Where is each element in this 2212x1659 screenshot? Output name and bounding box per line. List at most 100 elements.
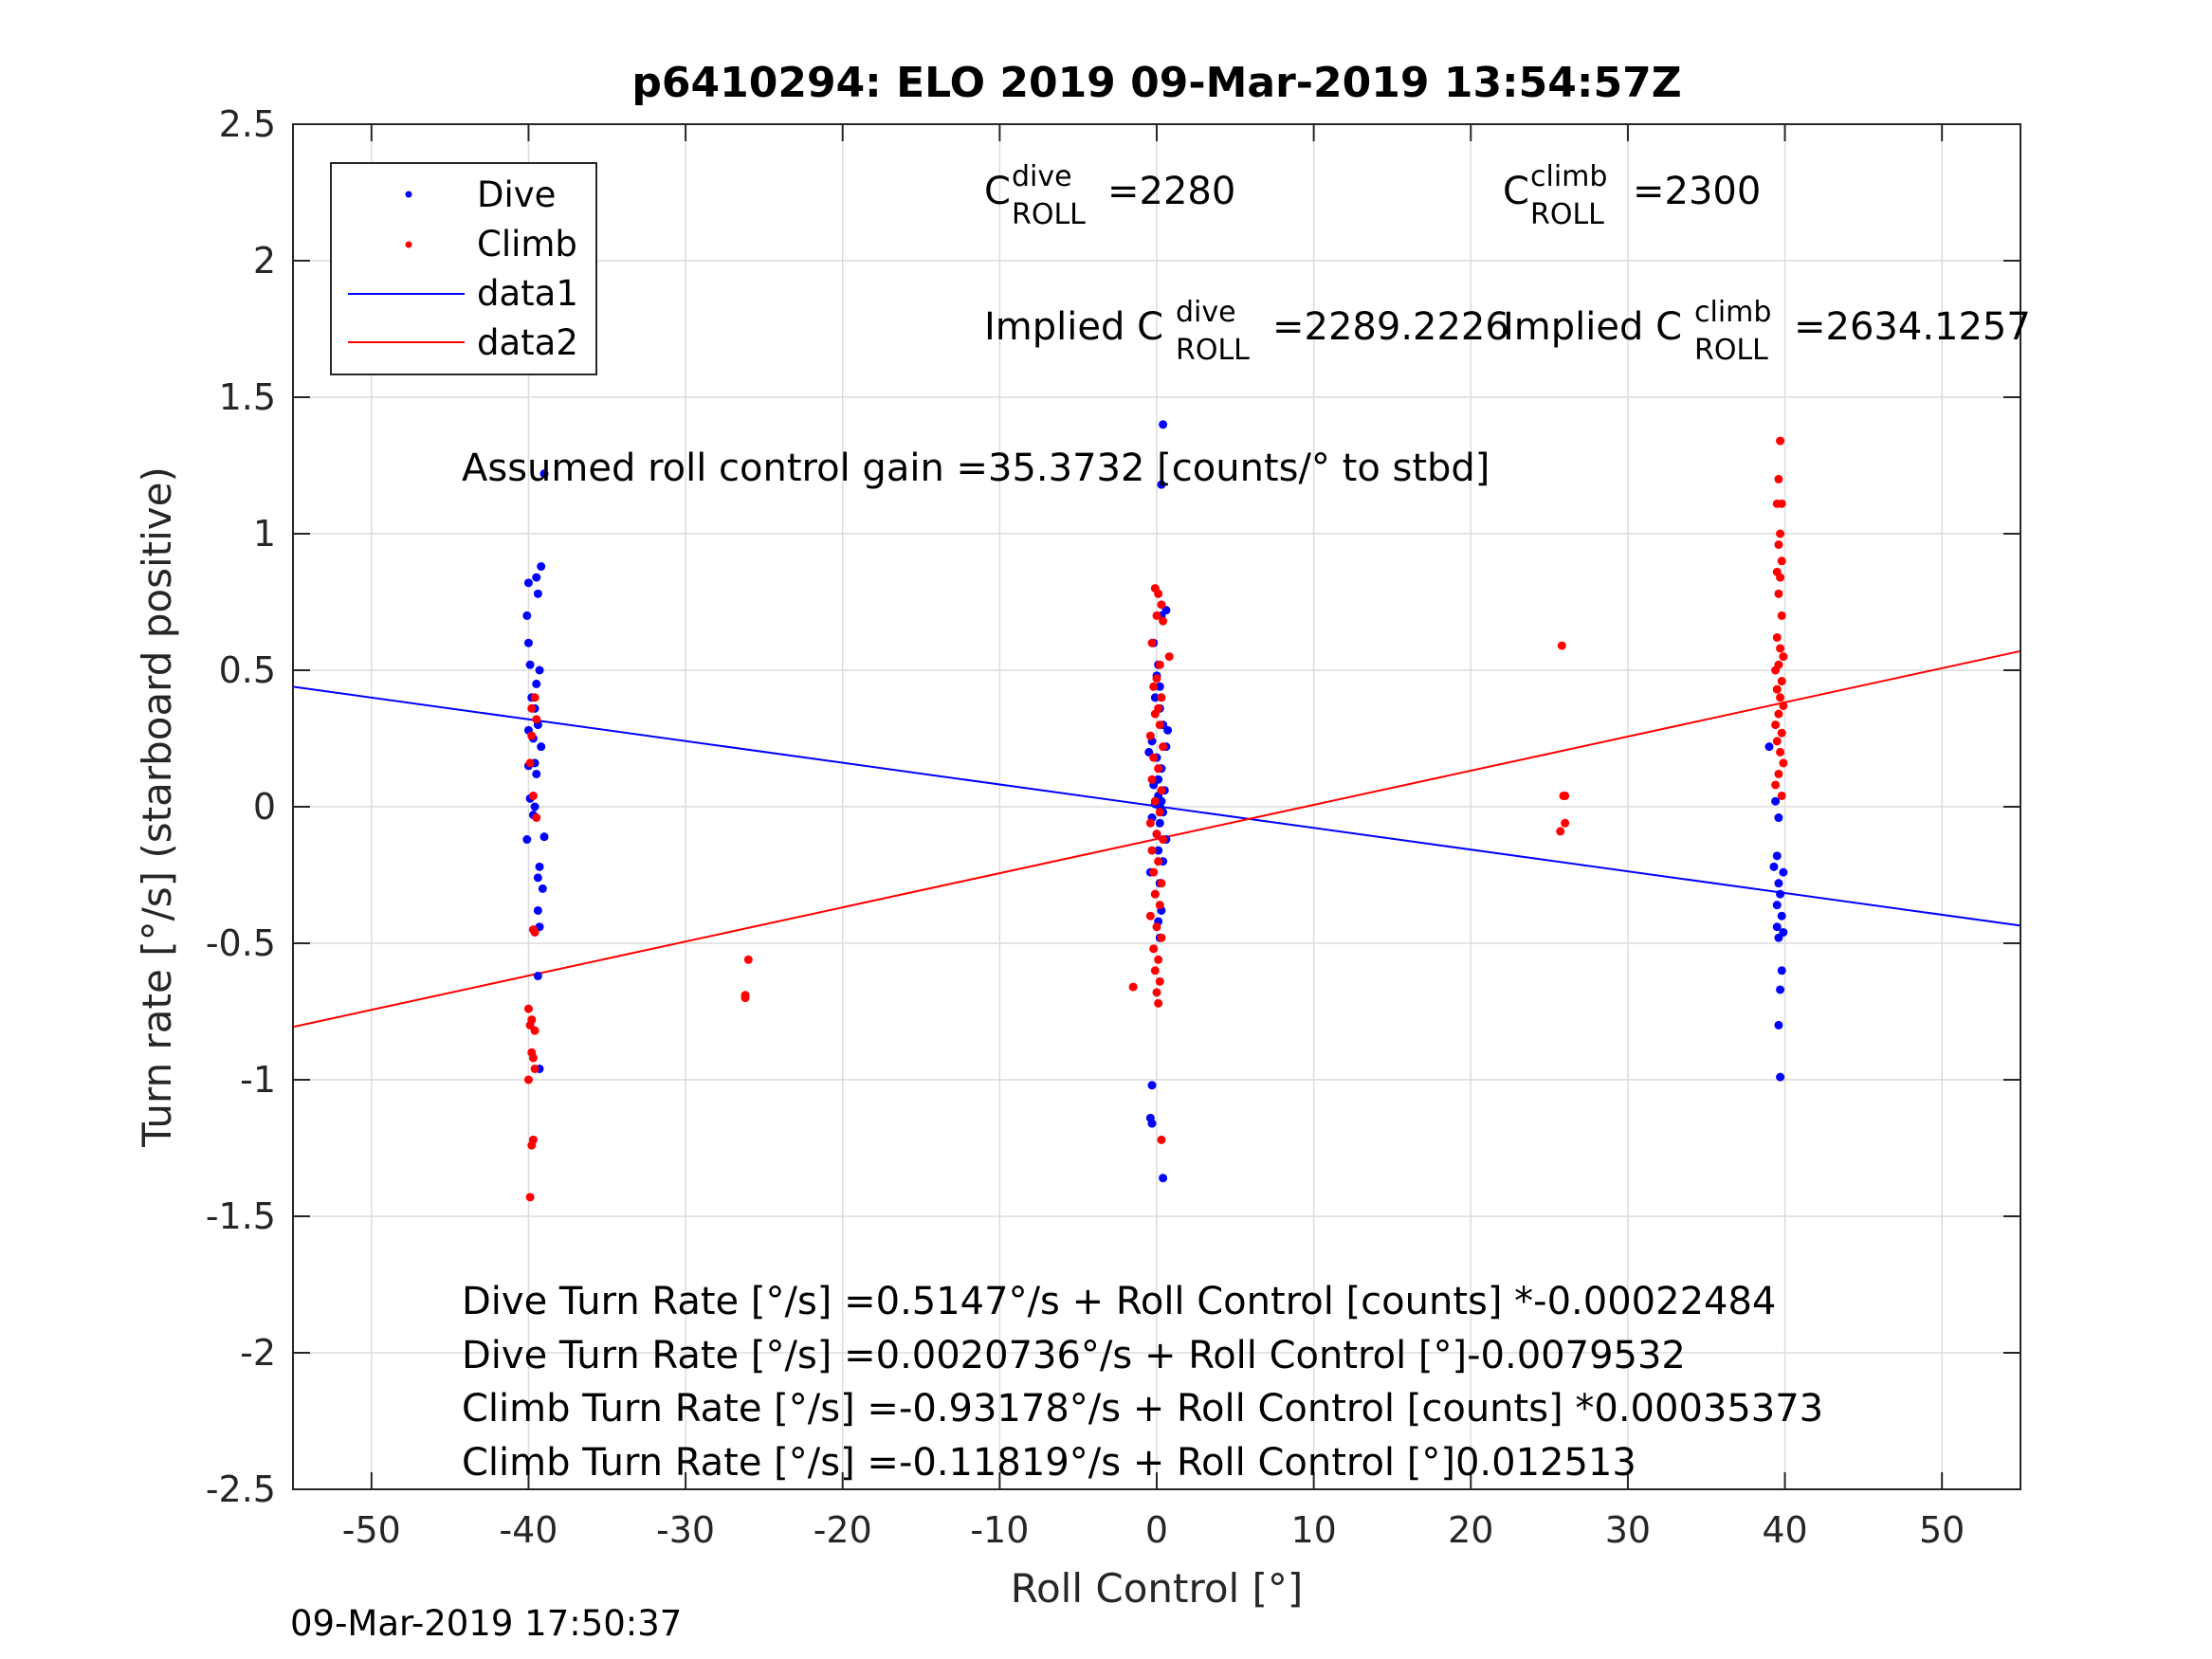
climb-point: [1155, 808, 1164, 817]
dive-point: [1772, 922, 1782, 932]
climb-point: [1154, 589, 1163, 598]
climb-point: [1157, 1135, 1166, 1144]
dive-point: [535, 665, 544, 675]
climb-point: [1147, 846, 1157, 855]
climb-point: [528, 925, 538, 935]
dive-point: [1772, 901, 1782, 910]
climb-point: [740, 994, 750, 1003]
climb-point: [1777, 728, 1786, 738]
climb-point: [1152, 830, 1161, 839]
svg-text:dive: dive: [1012, 160, 1072, 193]
dive-point: [1769, 862, 1779, 871]
climb-point: [1164, 652, 1174, 662]
climb-point: [1147, 775, 1157, 784]
climb-point: [1772, 737, 1782, 746]
svg-text:=2300: =2300: [1633, 170, 1761, 213]
legend-data1-label: data1: [477, 273, 578, 314]
legend-dive-marker: [405, 191, 412, 198]
climb-point: [530, 1026, 539, 1035]
climb-point: [1772, 632, 1782, 642]
svg-text:=2289.2226: =2289.2226: [1272, 305, 1509, 349]
svg-text:climb: climb: [1694, 296, 1771, 329]
climb-point: [1155, 901, 1164, 910]
svg-text:=2280: =2280: [1107, 170, 1235, 213]
climb-point: [527, 731, 537, 740]
climb-point: [1561, 818, 1570, 828]
climb-point: [743, 955, 753, 964]
dive-point: [533, 589, 542, 598]
climb-point: [1155, 660, 1164, 669]
dive-point: [1159, 1174, 1168, 1183]
climb-point: [528, 1053, 538, 1063]
climb-point: [527, 703, 537, 713]
climb-point: [1777, 499, 1786, 508]
axis-ticks: -50 -40 -30 -20 -10 0 10 20 30 40 50-2.5-2-1.5-1-0…: [206, 103, 2020, 1551]
dive-point: [533, 972, 542, 981]
climb-point: [1157, 693, 1166, 702]
dive-point: [532, 573, 541, 582]
dive-point: [1776, 985, 1785, 994]
x-tick-label: 40: [1762, 1509, 1807, 1551]
climb-point: [1774, 474, 1783, 483]
legend-data2-label: data2: [477, 322, 578, 363]
climb-point: [1157, 933, 1166, 942]
climb-point: [1154, 764, 1163, 774]
y-tick-label: 0.5: [219, 649, 276, 691]
dive-point: [1157, 480, 1166, 489]
climb-point: [1159, 742, 1168, 752]
svg-text:dive: dive: [1176, 296, 1236, 329]
svg-text:C: C: [1503, 170, 1529, 213]
dive-point: [539, 469, 549, 479]
dive-point: [539, 832, 549, 842]
y-tick-label: -0.5: [206, 922, 276, 964]
x-axis-label: Roll Control [°]: [1011, 1565, 1304, 1612]
dive-point: [530, 802, 539, 811]
climb-point: [1779, 701, 1788, 710]
climb-point: [1152, 674, 1161, 684]
climb-point: [1774, 540, 1783, 550]
dive-point: [1776, 889, 1785, 899]
climb-point: [1154, 857, 1163, 866]
fit-line-data2: [292, 649, 2021, 1029]
fit-equations: Dive Turn Rate [°/s] =0.5147°/s + Roll C…: [462, 1280, 1823, 1485]
svg-text:C: C: [984, 170, 1011, 213]
y-tick-label: 1.5: [219, 376, 276, 418]
x-tick-label: 10: [1290, 1509, 1336, 1551]
dive-point: [1776, 1072, 1785, 1082]
climb-point: [523, 1075, 533, 1085]
climb-point: [1150, 889, 1160, 899]
implied-c-roll-dive-annotation: Implied C dive ROLL =2289.2226: [984, 296, 1509, 367]
dive-point: [1163, 725, 1173, 735]
dive-point: [537, 562, 546, 572]
climb-point: [1152, 988, 1161, 997]
climb-point: [1159, 835, 1168, 845]
climb-point: [1776, 644, 1785, 653]
climb-point: [1154, 955, 1163, 964]
legend-dive-label: Dive: [477, 174, 556, 215]
climb-point: [1771, 665, 1781, 675]
climb-point: [1152, 922, 1161, 932]
climb-point: [1149, 753, 1159, 762]
dive-point: [1154, 846, 1163, 855]
svg-text:ROLL: ROLL: [1530, 198, 1604, 231]
dive-point: [1774, 813, 1783, 823]
x-tick-label: -40: [499, 1509, 558, 1551]
climb-point: [1776, 573, 1785, 582]
climb-point: [1157, 600, 1166, 610]
chart-title: p6410294: ELO 2019 09-Mar-2019 13:54:57Z: [631, 59, 1681, 107]
climb-point: [1779, 652, 1788, 662]
climb-point: [532, 813, 541, 823]
climb-point: [1772, 684, 1782, 694]
svg-text:ROLL: ROLL: [1176, 334, 1250, 367]
climb-point: [1150, 966, 1160, 975]
y-tick-label: -1: [240, 1059, 276, 1101]
equation-climb-degrees: Climb Turn Rate [°/s] =-0.11819°/s + Rol…: [462, 1441, 1636, 1485]
climb-point: [532, 715, 541, 724]
equation-climb-counts: Climb Turn Rate [°/s] =-0.93178°/s + Rol…: [462, 1387, 1823, 1431]
dive-point: [1771, 796, 1781, 806]
dive-point: [533, 873, 542, 883]
data-points: [522, 420, 1788, 1202]
dive-point: [532, 769, 541, 778]
equation-dive-degrees: Dive Turn Rate [°/s] =0.0020736°/s + Rol…: [462, 1334, 1686, 1377]
climb-point: [1149, 867, 1159, 877]
